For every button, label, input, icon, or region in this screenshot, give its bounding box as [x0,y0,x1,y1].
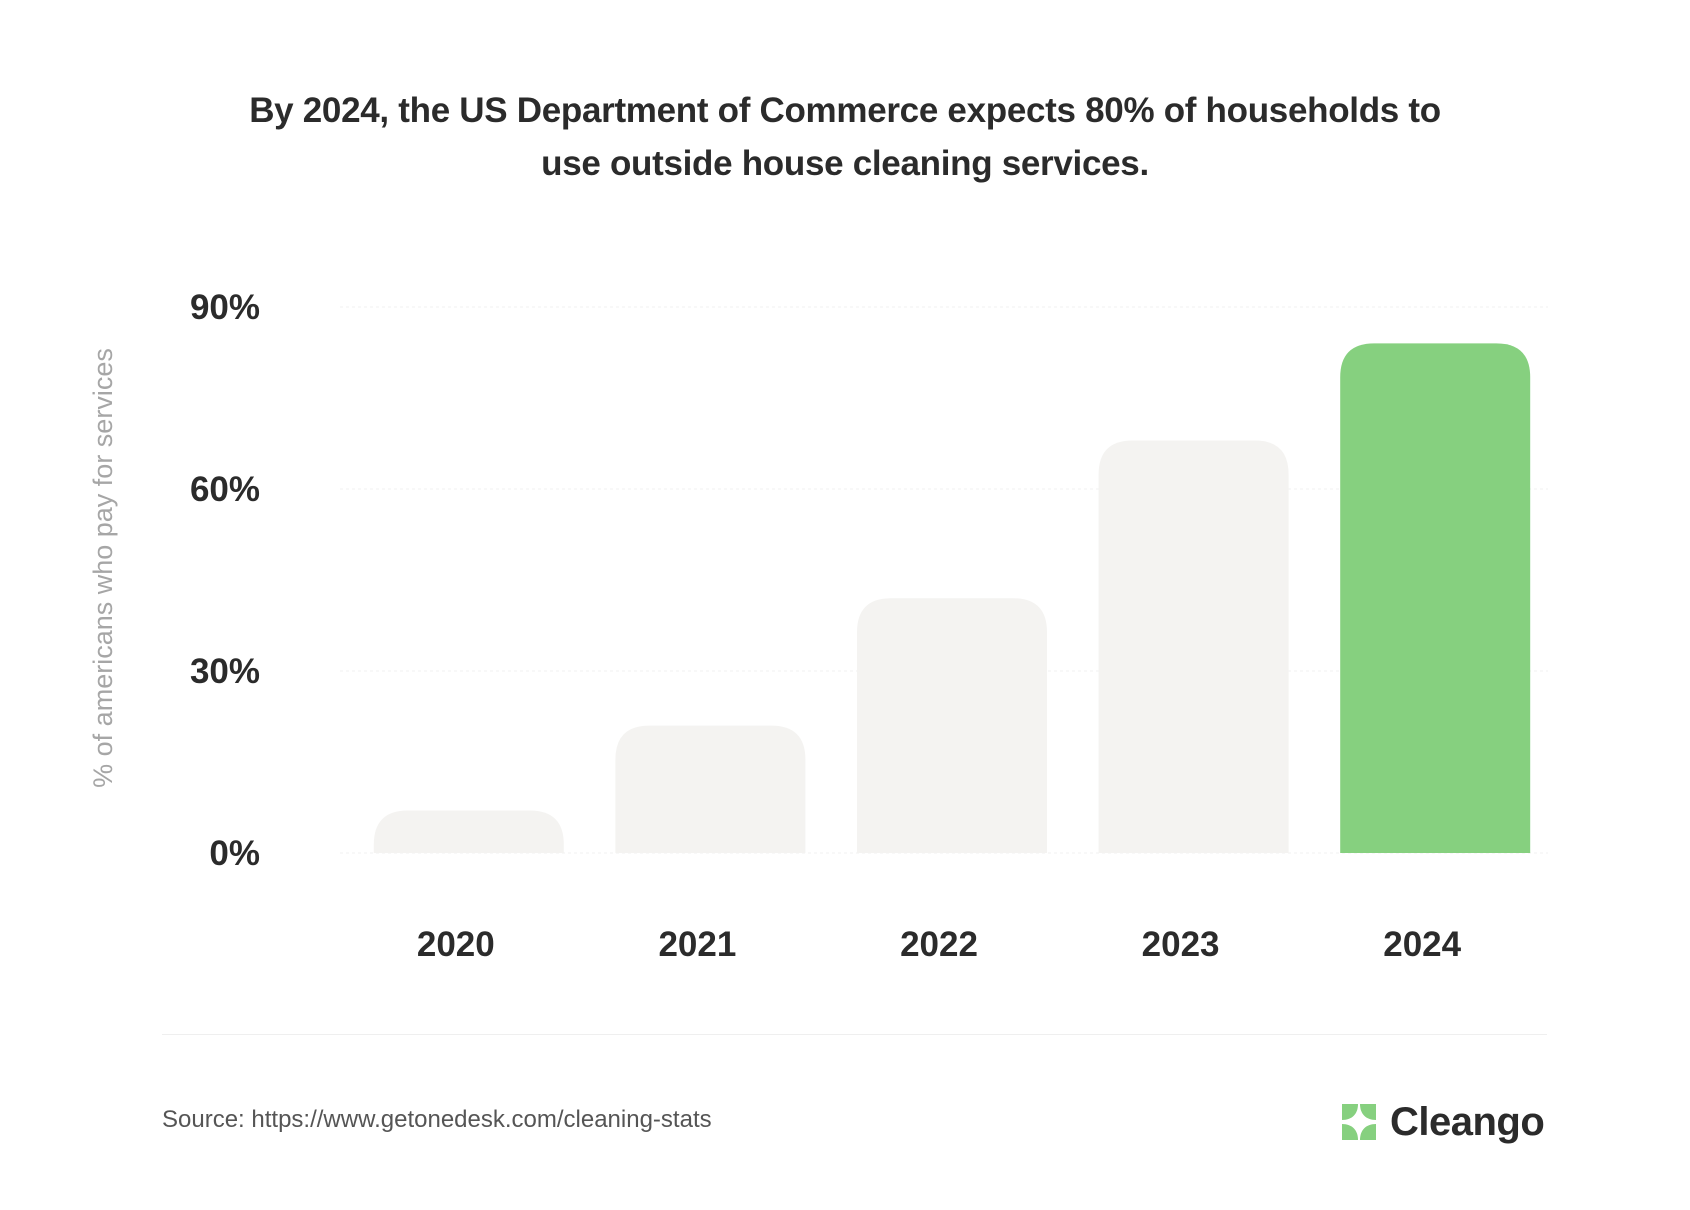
bar-2021 [615,725,806,853]
bars [373,343,1531,853]
bar-2022 [857,598,1047,853]
y-tick-label: 30% [190,652,260,691]
x-tick-label: 2022 [900,925,978,964]
bar-2023 [1098,440,1289,853]
leaf-logo-icon [1342,1104,1376,1140]
x-axis-ticks: 2020 2021 2022 2023 2024 [417,925,1462,964]
y-tick-label: 90% [190,288,260,327]
x-tick-label: 2021 [658,925,736,964]
brand-logo: Cleango [1336,1098,1545,1146]
y-axis-label: % of americans who pay for services [88,348,118,788]
y-tick-label: 0% [209,834,260,873]
x-tick-label: 2024 [1383,925,1461,964]
bar-2020 [373,810,564,853]
chart-title: By 2024, the US Department of Commerce e… [0,84,1690,190]
y-tick-label: 60% [190,470,260,509]
x-tick-label: 2020 [417,925,495,964]
source-text: Source: https://www.getonedesk.com/clean… [162,1106,712,1133]
bar-2024 [1340,343,1531,853]
chart-title-line-2: use outside house cleaning services. [541,144,1149,183]
bar-chart: 0% 30% 60% 90% 2020 2021 2022 2023 2024 % of am… [88,288,1548,964]
brand-name: Cleango [1390,1099,1545,1144]
y-axis-ticks: 0% 30% 60% 90% [190,288,260,873]
x-tick-label: 2023 [1142,925,1220,964]
chart-title-line-1: By 2024, the US Department of Commerce e… [249,91,1441,130]
footer-divider [162,1034,1547,1035]
